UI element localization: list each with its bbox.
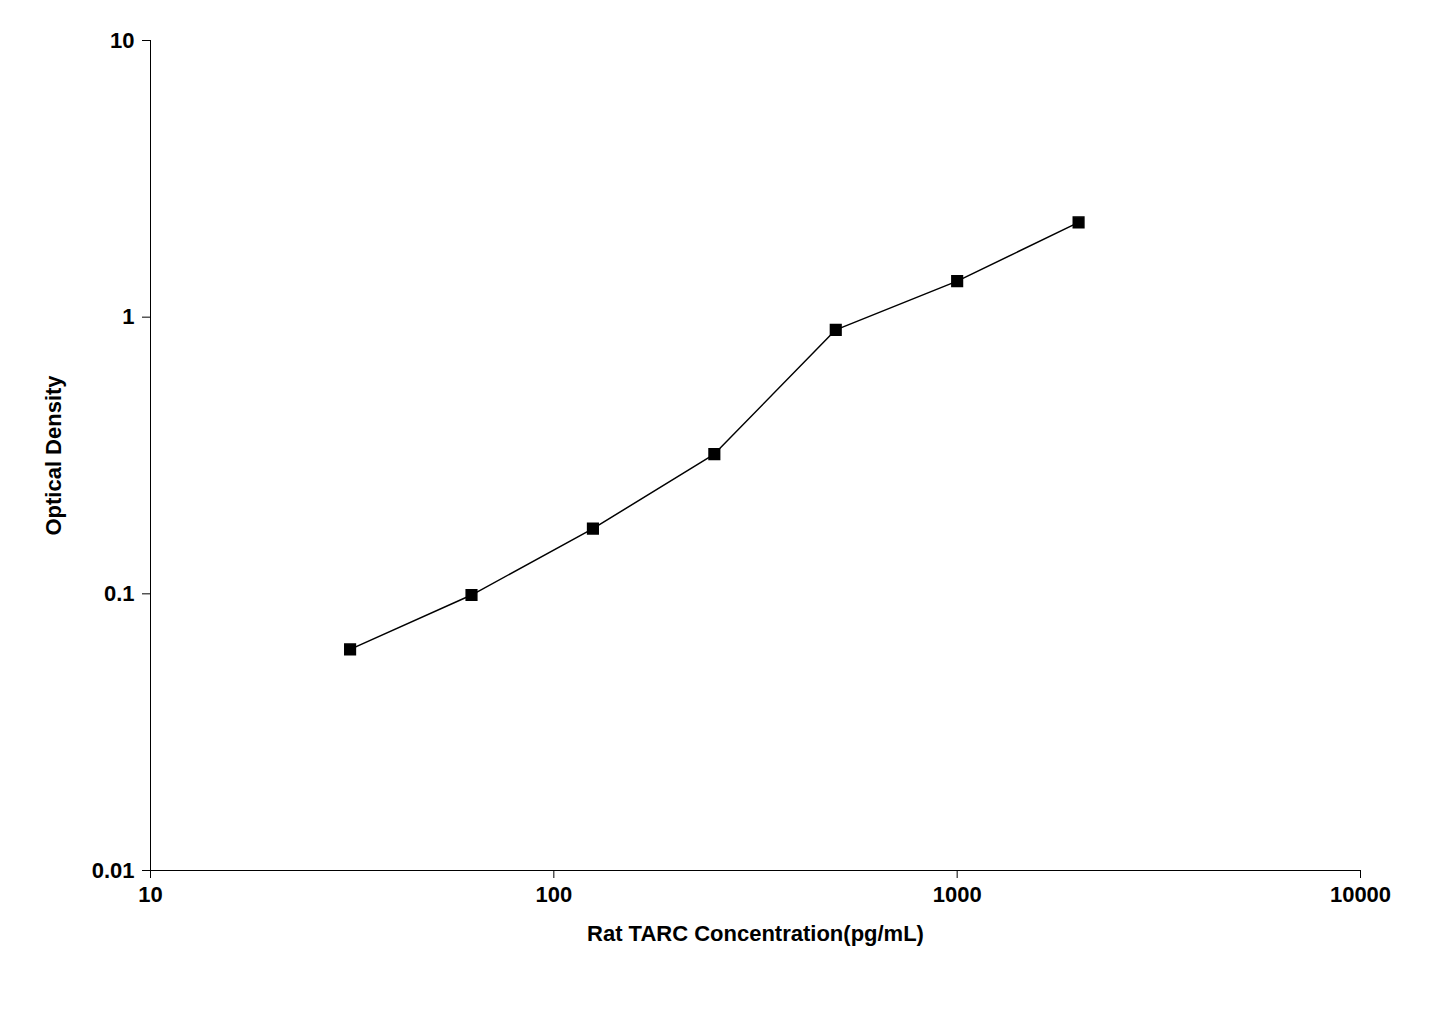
svg-text:0.01: 0.01 [92, 858, 135, 883]
svg-text:Optical Density: Optical Density [41, 375, 66, 536]
svg-text:10: 10 [138, 882, 162, 907]
svg-text:Rat TARC Concentration(pg/mL): Rat TARC Concentration(pg/mL) [587, 921, 924, 946]
svg-text:0.1: 0.1 [104, 581, 135, 606]
svg-text:1: 1 [122, 304, 134, 329]
svg-text:1000: 1000 [933, 882, 982, 907]
svg-text:100: 100 [535, 882, 572, 907]
svg-text:10: 10 [110, 28, 134, 53]
svg-text:10000: 10000 [1330, 882, 1391, 907]
